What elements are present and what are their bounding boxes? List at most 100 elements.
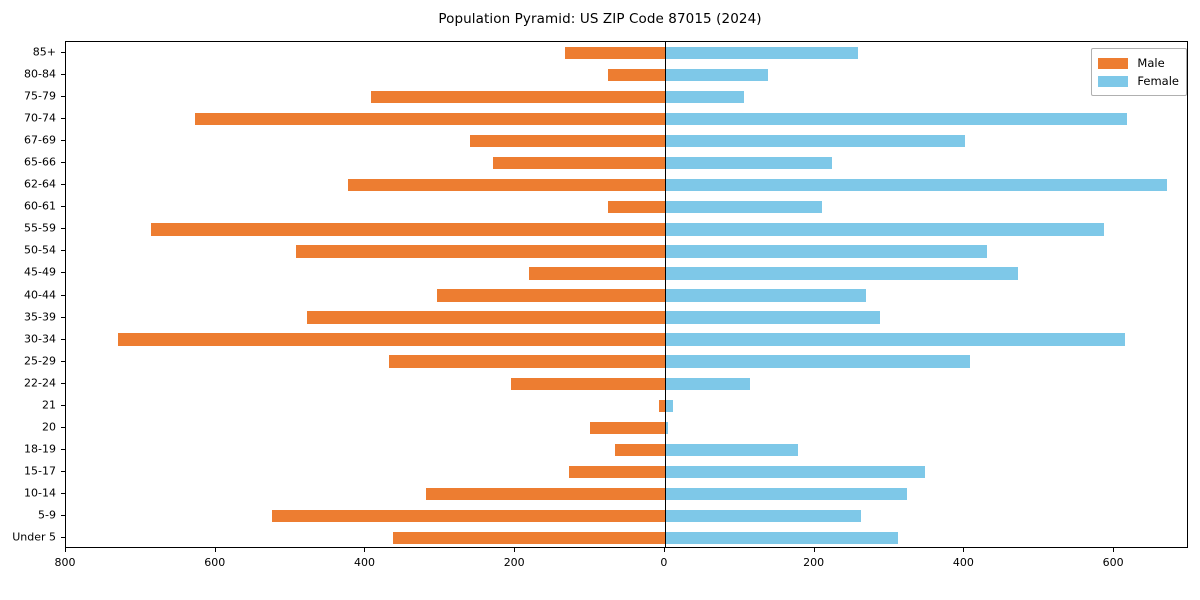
y-tick-label-70-74: 70-74 <box>24 111 56 125</box>
y-tick-label-5-9: 5-9 <box>38 508 56 522</box>
x-tick-label: 400 <box>353 556 375 569</box>
bar-female-22-24 <box>664 377 750 390</box>
x-tick-label: 600 <box>1102 556 1124 569</box>
y-tick-mark <box>61 382 65 384</box>
bar-male-55-59 <box>150 223 665 236</box>
bar-male-under-5 <box>393 531 665 545</box>
x-tick-label: 200 <box>803 556 825 569</box>
legend-swatch-female-icon <box>1098 75 1129 87</box>
bar-row <box>66 289 1187 302</box>
legend-swatch-male-icon <box>1098 57 1129 69</box>
bar-male-75-79 <box>370 90 665 104</box>
y-tick-label-21: 21 <box>42 398 56 412</box>
y-tick-label-50-54: 50-54 <box>24 243 56 257</box>
x-tick-mark <box>663 548 665 552</box>
bar-row <box>66 443 1187 456</box>
x-tick-label: 200 <box>503 556 525 569</box>
bar-female-20 <box>664 421 668 434</box>
x-tick-mark <box>65 548 66 552</box>
x-axis: 800 600 400 200 0 200 400 600 <box>55 548 1188 588</box>
bar-row <box>66 46 1187 60</box>
bar-row <box>66 135 1187 148</box>
bar-female-15-17 <box>664 465 925 479</box>
x-tick-label: 0 <box>660 556 668 569</box>
bar-female-18-19 <box>664 443 799 456</box>
bar-female-40-44 <box>664 289 867 302</box>
bar-male-21 <box>658 399 665 412</box>
bar-row <box>66 157 1187 170</box>
y-tick-label-15-17: 15-17 <box>24 464 56 478</box>
bar-female-62-64 <box>664 179 1168 192</box>
bar-row <box>66 311 1187 324</box>
bar-male-20 <box>590 421 665 434</box>
bar-male-65-66 <box>492 157 665 170</box>
y-tick-label-20: 20 <box>42 420 56 434</box>
bar-male-25-29 <box>389 355 665 368</box>
bar-row <box>66 487 1187 501</box>
bar-male-45-49 <box>529 267 665 280</box>
y-tick-mark <box>61 96 65 98</box>
y-tick-label-60-61: 60-61 <box>24 199 56 213</box>
bar-row <box>66 333 1187 346</box>
bar-female-25-29 <box>664 355 971 368</box>
bar-row <box>66 377 1187 390</box>
bar-male-85- <box>565 46 665 60</box>
bar-female-5-9 <box>664 509 862 523</box>
bar-male-50-54 <box>295 245 665 258</box>
y-tick-label-45-49: 45-49 <box>24 265 56 279</box>
y-tick-label-10-14: 10-14 <box>24 486 56 500</box>
y-tick-mark <box>61 536 65 538</box>
x-tick-label: 600 <box>204 556 226 569</box>
x-tick-label: 400 <box>952 556 974 569</box>
bar-row <box>66 355 1187 368</box>
bar-row <box>66 267 1187 280</box>
bar-row <box>66 245 1187 258</box>
y-tick-mark <box>61 140 65 142</box>
bar-female-10-14 <box>664 487 908 501</box>
plot-area <box>65 41 1188 548</box>
y-tick-mark <box>61 52 65 54</box>
bar-female-35-39 <box>664 311 880 324</box>
y-tick-label-75-79: 75-79 <box>24 89 56 103</box>
y-tick-mark <box>61 74 65 76</box>
y-tick-label-40-44: 40-44 <box>24 288 56 301</box>
bar-row <box>66 68 1187 82</box>
legend-item-female[interactable]: Female <box>1098 72 1179 90</box>
y-tick-mark <box>61 250 65 252</box>
bar-row <box>66 90 1187 104</box>
x-tick-mark <box>963 548 965 552</box>
bar-female-65-66 <box>664 157 832 170</box>
x-tick-mark <box>364 548 366 552</box>
bar-male-10-14 <box>426 487 665 501</box>
y-tick-mark <box>61 514 65 516</box>
y-tick-mark <box>61 206 65 208</box>
y-tick-mark <box>61 228 65 230</box>
y-tick-mark <box>61 448 65 450</box>
bar-female-80-84 <box>664 68 769 82</box>
x-tick-mark <box>514 548 516 552</box>
bar-row <box>66 509 1187 523</box>
bar-male-80-84 <box>608 68 665 82</box>
y-axis: 85+ 80-84 75-79 70-74 67-69 65-66 62-64 60-61 55… <box>0 41 65 548</box>
bar-female-75-79 <box>664 90 745 104</box>
y-tick-mark <box>61 338 65 340</box>
x-tick-label: 800 <box>54 556 76 569</box>
legend-label: Male <box>1137 56 1165 70</box>
legend-item-male[interactable]: Male <box>1098 54 1179 72</box>
y-tick-label-under-5: Under 5 <box>12 530 56 544</box>
bar-male-62-64 <box>348 179 665 192</box>
legend-label: Female <box>1137 74 1179 88</box>
bar-female-50-54 <box>664 245 987 258</box>
y-tick-mark <box>61 360 65 362</box>
bar-row <box>66 531 1187 545</box>
y-tick-label-30-34: 30-34 <box>24 332 56 346</box>
y-tick-label-65-66: 65-66 <box>24 155 56 169</box>
bar-female-under-5 <box>664 531 898 545</box>
x-tick-mark <box>214 548 216 552</box>
y-tick-label-22-24: 22-24 <box>24 376 56 390</box>
bar-male-35-39 <box>307 311 665 324</box>
y-tick-mark <box>61 162 65 164</box>
zero-axis-line <box>664 42 666 547</box>
y-tick-mark <box>61 294 65 296</box>
